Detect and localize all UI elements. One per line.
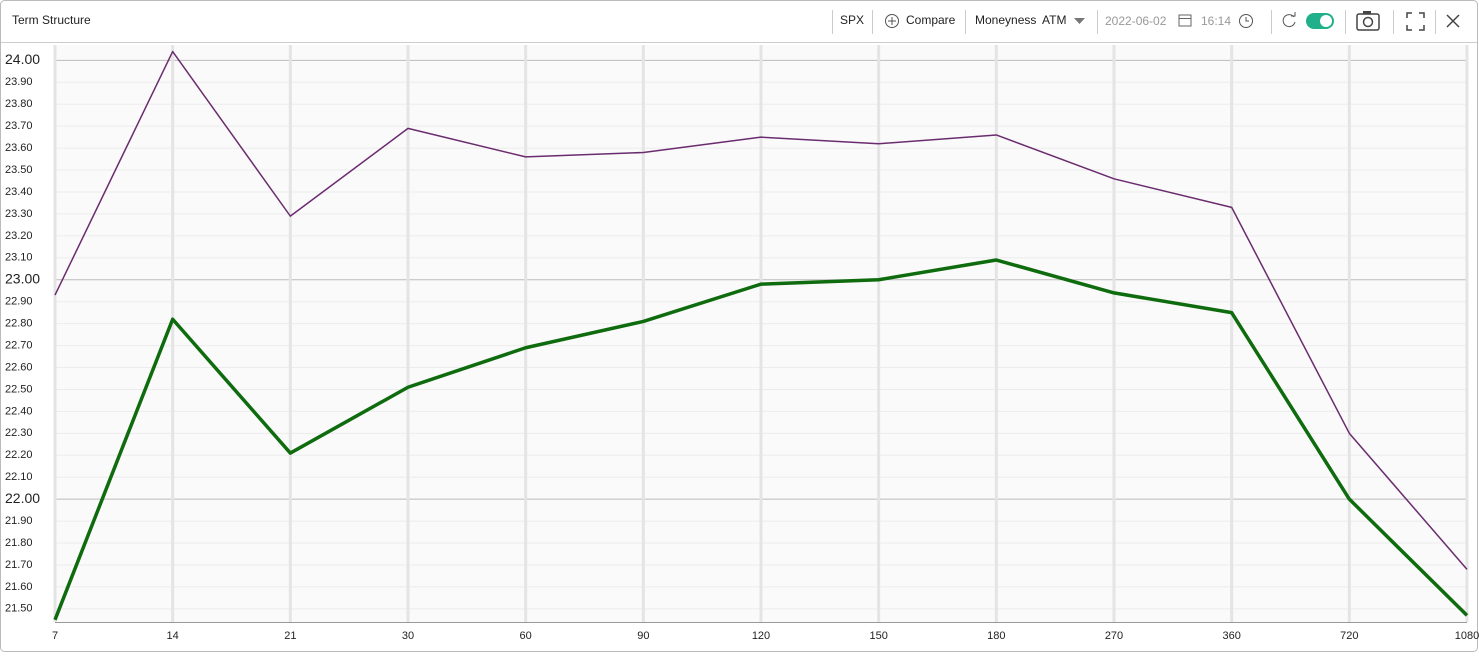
x-tick-label: 14 [167,630,179,642]
compare-button[interactable]: Compare [906,13,956,27]
clock-icon[interactable] [1239,14,1253,28]
y-tick-label: 22.50 [5,383,33,395]
y-tick-label: 21.70 [5,559,33,571]
y-tick-label: 22.90 [5,296,33,308]
y-tick-label: 22.70 [5,339,33,351]
y-tick-label: 23.40 [5,186,33,198]
moneyness-value[interactable]: ATM [1042,13,1066,27]
time[interactable]: 16:14 [1201,14,1231,28]
series-line [53,258,1469,621]
fullscreen-icon[interactable] [1406,12,1425,31]
y-tick-label: 23.90 [5,76,33,88]
x-tick-label: 1080 [1455,630,1479,642]
y-tick-label: 23.70 [5,120,33,132]
y-tick-label: 23.00 [5,270,40,286]
y-tick-label: 23.50 [5,164,33,176]
x-tick-label: 30 [402,630,414,642]
y-tick-label: 21.60 [5,581,33,593]
y-tick-label: 23.20 [5,230,33,242]
moneyness-label: Moneyness [975,13,1036,27]
symbol[interactable]: SPX [840,13,864,27]
y-tick-label: 23.30 [5,208,33,220]
y-tick-label: 21.90 [5,515,33,527]
y-tick-label: 22.20 [5,449,33,461]
dropdown-arrow[interactable] [1074,18,1085,24]
y-tick-label: 21.50 [5,603,33,615]
series-line [54,50,1468,570]
y-tick-label: 22.60 [5,361,33,373]
y-tick-label: 23.80 [5,98,33,110]
y-tick-label: 22.00 [5,490,40,506]
date[interactable]: 2022-06-02 [1105,14,1167,28]
y-tick-label: 22.10 [5,471,33,483]
x-tick-label: 180 [987,630,1005,642]
close-icon[interactable] [1446,14,1460,28]
x-tick-label: 60 [520,630,532,642]
x-tick-label: 21 [284,630,296,642]
x-tick-label: 360 [1222,630,1240,642]
x-tick-label: 90 [637,630,649,642]
camera-icon[interactable] [1356,11,1380,31]
refresh-icon[interactable] [1282,12,1296,28]
y-tick-label: 22.40 [5,405,33,417]
y-tick-label: 23.60 [5,142,33,154]
y-tick-label: 23.10 [5,252,33,264]
y-tick-label: 21.80 [5,537,33,549]
calendar-icon[interactable] [1178,14,1192,27]
y-tick-label: 24.00 [5,51,40,67]
x-tick-label: 720 [1340,630,1358,642]
toggle[interactable] [1306,13,1334,29]
y-tick-label: 22.80 [5,318,33,330]
panel-title: Term Structure [12,13,91,27]
x-tick-label: 7 [52,630,58,642]
y-tick-label: 22.30 [5,427,33,439]
x-tick-label: 150 [869,630,887,642]
x-tick-label: 120 [752,630,770,642]
compare-icon[interactable] [885,14,899,28]
x-tick-label: 270 [1105,630,1123,642]
